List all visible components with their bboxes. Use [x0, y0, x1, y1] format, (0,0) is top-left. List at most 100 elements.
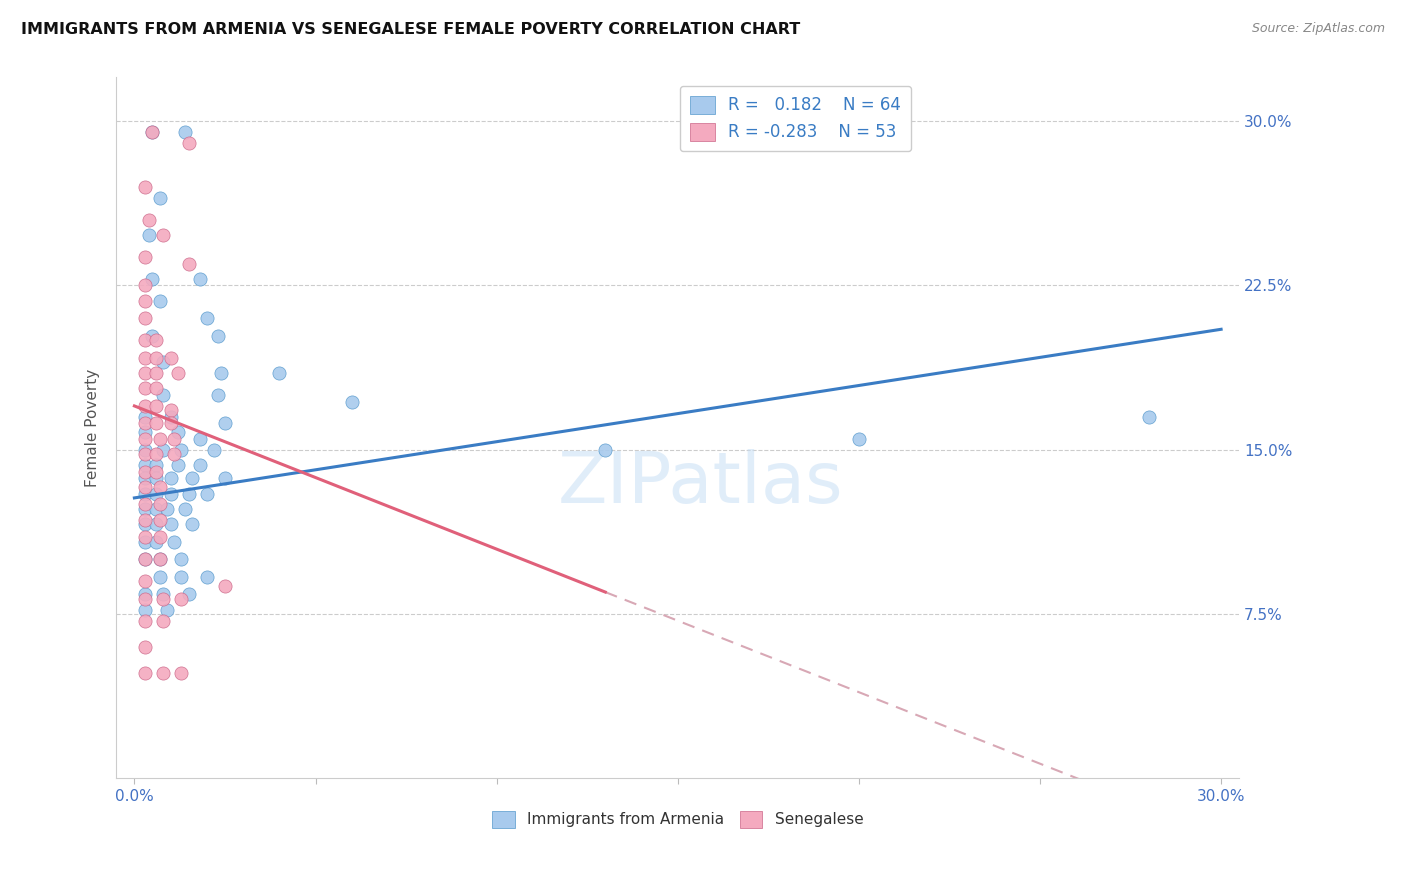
Point	[163, 534, 186, 549]
Point	[145, 458, 167, 472]
Point	[149, 432, 172, 446]
Point	[134, 471, 156, 485]
Point	[134, 498, 156, 512]
Point	[174, 501, 197, 516]
Point	[141, 125, 163, 139]
Point	[134, 409, 156, 424]
Point	[145, 381, 167, 395]
Point	[134, 278, 156, 293]
Point	[159, 417, 181, 431]
Point	[145, 501, 167, 516]
Text: ZIPatlas: ZIPatlas	[557, 450, 844, 518]
Point	[134, 366, 156, 380]
Point	[134, 250, 156, 264]
Point	[134, 447, 156, 461]
Point	[159, 351, 181, 365]
Point	[134, 351, 156, 365]
Point	[134, 552, 156, 566]
Point	[156, 602, 179, 616]
Point	[134, 574, 156, 588]
Point	[145, 366, 167, 380]
Point	[149, 530, 172, 544]
Point	[152, 442, 174, 457]
Point	[156, 501, 179, 516]
Point	[170, 570, 193, 584]
Point	[134, 458, 156, 472]
Point	[202, 442, 225, 457]
Point	[134, 333, 156, 347]
Point	[134, 517, 156, 532]
Point	[134, 399, 156, 413]
Point	[138, 228, 160, 243]
Point	[152, 355, 174, 369]
Point	[134, 381, 156, 395]
Point	[134, 666, 156, 681]
Point	[149, 513, 172, 527]
Point	[145, 471, 167, 485]
Point	[134, 432, 156, 446]
Point	[134, 513, 156, 527]
Point	[188, 432, 211, 446]
Y-axis label: Female Poverty: Female Poverty	[86, 368, 100, 487]
Point	[595, 442, 617, 457]
Point	[159, 471, 181, 485]
Point	[159, 486, 181, 500]
Text: Source: ZipAtlas.com: Source: ZipAtlas.com	[1251, 22, 1385, 36]
Point	[145, 534, 167, 549]
Point	[159, 409, 181, 424]
Point	[177, 587, 200, 601]
Point	[145, 465, 167, 479]
Point	[166, 425, 188, 440]
Point	[214, 578, 236, 592]
Point	[209, 366, 232, 380]
Point	[214, 471, 236, 485]
Point	[207, 329, 229, 343]
Point	[145, 417, 167, 431]
Point	[177, 136, 200, 150]
Point	[141, 329, 163, 343]
Point	[134, 180, 156, 194]
Point	[134, 311, 156, 326]
Point	[145, 447, 167, 461]
Point	[152, 228, 174, 243]
Point	[166, 458, 188, 472]
Point	[134, 480, 156, 494]
Point	[166, 366, 188, 380]
Point	[177, 256, 200, 270]
Point	[145, 333, 167, 347]
Point	[159, 517, 181, 532]
Point	[174, 125, 197, 139]
Point	[163, 432, 186, 446]
Point	[195, 570, 218, 584]
Point	[159, 403, 181, 417]
Point	[149, 552, 172, 566]
Point	[195, 486, 218, 500]
Point	[848, 432, 870, 446]
Point	[152, 666, 174, 681]
Point	[188, 458, 211, 472]
Point	[145, 517, 167, 532]
Point	[177, 486, 200, 500]
Point	[181, 517, 204, 532]
Point	[134, 587, 156, 601]
Point	[170, 552, 193, 566]
Point	[170, 666, 193, 681]
Point	[141, 125, 163, 139]
Point	[149, 480, 172, 494]
Legend: Immigrants from Armenia, Senegalese: Immigrants from Armenia, Senegalese	[486, 805, 869, 834]
Point	[170, 591, 193, 606]
Point	[134, 591, 156, 606]
Point	[149, 498, 172, 512]
Point	[134, 602, 156, 616]
Point	[134, 442, 156, 457]
Point	[134, 501, 156, 516]
Point	[145, 351, 167, 365]
Point	[149, 191, 172, 205]
Point	[149, 293, 172, 308]
Point	[134, 425, 156, 440]
Point	[188, 272, 211, 286]
Point	[195, 311, 218, 326]
Point	[145, 486, 167, 500]
Text: IMMIGRANTS FROM ARMENIA VS SENEGALESE FEMALE POVERTY CORRELATION CHART: IMMIGRANTS FROM ARMENIA VS SENEGALESE FE…	[21, 22, 800, 37]
Point	[138, 212, 160, 227]
